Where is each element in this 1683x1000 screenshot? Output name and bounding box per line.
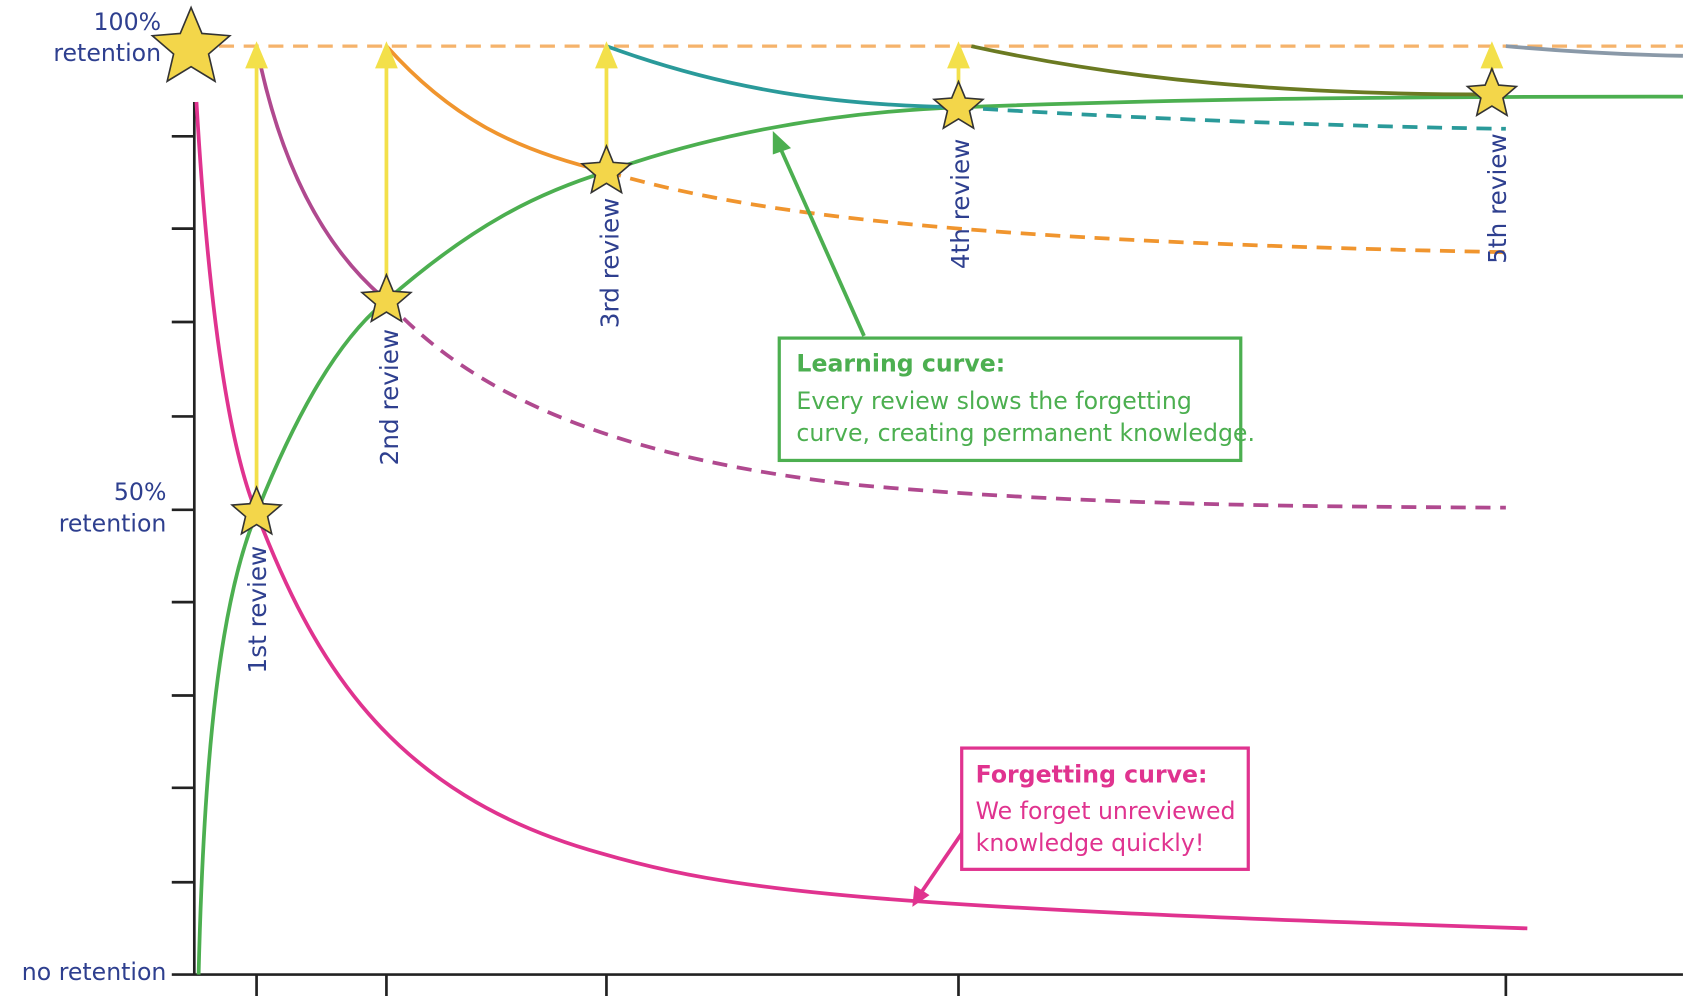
forgetting-curve xyxy=(194,101,1528,931)
review-label: 3rd review xyxy=(595,198,624,329)
review-curve-projection xyxy=(605,169,1506,255)
review-label: 2nd review xyxy=(375,329,404,465)
callout-arrowhead xyxy=(772,130,792,155)
axes xyxy=(171,101,1683,996)
callout-box xyxy=(960,746,1250,871)
callout-box xyxy=(777,336,1243,463)
review-curve-projection xyxy=(958,105,1506,131)
callout-text: curve, creating permanent knowledge. xyxy=(796,419,1255,447)
callout-text: We forget unreviewed xyxy=(976,797,1236,825)
callout-arrow xyxy=(919,830,965,895)
callout-title: Forgetting curve: xyxy=(976,760,1208,788)
review-label: 1st review xyxy=(243,546,272,674)
axis-label: retention xyxy=(59,509,167,537)
star xyxy=(359,272,413,324)
axis-label: 100% xyxy=(94,8,162,36)
callout-text: Every review slows the forgetting xyxy=(796,387,1191,415)
callout-title: Learning curve: xyxy=(796,349,1005,377)
learning-curve xyxy=(196,94,1683,975)
star xyxy=(230,485,284,536)
review-label: 5th review xyxy=(1483,133,1512,263)
callout-text: knowledge quickly! xyxy=(976,829,1205,857)
review-curve xyxy=(1505,44,1683,58)
axis-label: 50% xyxy=(114,478,166,506)
callout-arrow xyxy=(778,147,866,337)
star xyxy=(1465,66,1519,117)
star xyxy=(579,143,633,195)
review-label: 4th review xyxy=(946,139,975,269)
axis-label: retention xyxy=(53,39,161,67)
review-curve xyxy=(970,44,1492,97)
stars xyxy=(150,5,1519,536)
review-curve xyxy=(385,44,607,174)
star xyxy=(150,5,232,83)
axis-label: no retention xyxy=(22,958,167,986)
callout-arrowhead xyxy=(912,885,930,907)
review-arrows xyxy=(245,41,1504,514)
review-curve xyxy=(254,45,388,302)
star xyxy=(932,79,985,130)
review-curve xyxy=(605,44,959,110)
review-curve-projection xyxy=(385,299,1506,510)
